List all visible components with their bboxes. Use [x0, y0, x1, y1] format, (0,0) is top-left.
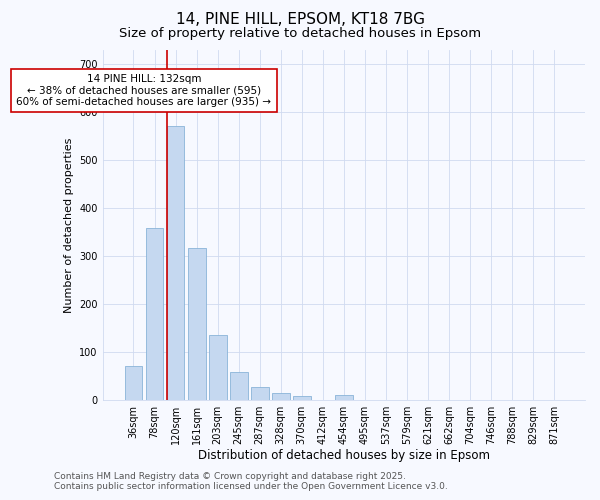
Bar	[209, 335, 227, 400]
Bar	[167, 126, 184, 400]
Text: Size of property relative to detached houses in Epsom: Size of property relative to detached ho…	[119, 28, 481, 40]
Bar	[188, 248, 206, 400]
Bar	[146, 228, 163, 400]
Bar	[125, 366, 142, 400]
Y-axis label: Number of detached properties: Number of detached properties	[64, 137, 74, 312]
Bar	[230, 372, 248, 400]
X-axis label: Distribution of detached houses by size in Epsom: Distribution of detached houses by size …	[198, 450, 490, 462]
Bar	[293, 396, 311, 400]
Text: 14, PINE HILL, EPSOM, KT18 7BG: 14, PINE HILL, EPSOM, KT18 7BG	[176, 12, 425, 28]
Bar	[251, 387, 269, 400]
Bar	[335, 395, 353, 400]
Text: 14 PINE HILL: 132sqm
← 38% of detached houses are smaller (595)
60% of semi-deta: 14 PINE HILL: 132sqm ← 38% of detached h…	[16, 74, 271, 107]
Text: Contains HM Land Registry data © Crown copyright and database right 2025.
Contai: Contains HM Land Registry data © Crown c…	[54, 472, 448, 491]
Bar	[272, 392, 290, 400]
